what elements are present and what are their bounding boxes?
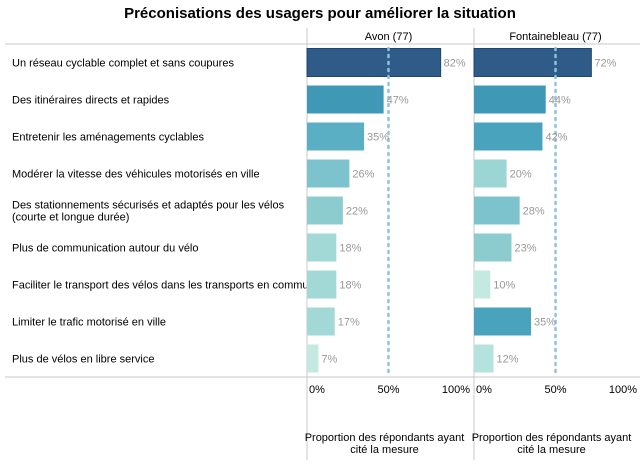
bar <box>307 122 365 151</box>
data-label: 26% <box>352 169 374 181</box>
category-label: Entretenir les aménagements cyclables <box>12 132 204 144</box>
bar <box>474 122 543 151</box>
category-label: Plus de vélos en libre service <box>12 354 154 366</box>
bar <box>474 270 491 299</box>
x-axis-title: cité la mesure <box>350 444 418 456</box>
category-label: Des itinéraires directs et rapides <box>12 95 170 107</box>
x-tick-label: 50% <box>377 384 399 396</box>
data-label: 42% <box>545 132 567 144</box>
x-tick-label: 0% <box>309 384 325 396</box>
data-label: 18% <box>339 280 361 292</box>
category-label: Un réseau cyclable complet et sans coupu… <box>12 58 234 70</box>
data-label: 23% <box>514 243 536 255</box>
x-axis-title: cité la mesure <box>517 444 585 456</box>
x-tick-label: 50% <box>544 384 566 396</box>
bar <box>474 233 512 262</box>
bar <box>474 85 546 114</box>
data-label: 82% <box>444 58 466 70</box>
data-label: 12% <box>497 354 519 366</box>
bar <box>307 196 343 225</box>
data-label: 44% <box>549 95 571 107</box>
data-label: 72% <box>594 58 616 70</box>
bar <box>473 48 592 77</box>
category-label: (courte et longue durée) <box>12 212 129 224</box>
data-label: 7% <box>321 354 337 366</box>
data-label: 17% <box>338 317 360 329</box>
bar <box>306 48 442 77</box>
bar <box>307 307 335 336</box>
data-label: 47% <box>387 95 409 107</box>
data-label: 18% <box>339 243 361 255</box>
category-label: Modérer la vitesse des véhicules motoris… <box>12 169 260 181</box>
data-label: 35% <box>534 317 556 329</box>
bar <box>307 270 337 299</box>
x-tick-label: 0% <box>476 384 492 396</box>
bar <box>474 344 494 373</box>
bar <box>474 159 507 188</box>
x-tick-label: 100% <box>442 384 470 396</box>
bar <box>307 344 319 373</box>
category-label: Limiter le trafic motorisé en ville <box>12 317 166 329</box>
data-label: 22% <box>346 206 368 218</box>
panel-title: Avon (77) <box>365 31 413 43</box>
bar <box>307 233 337 262</box>
category-label: Des stationnements sécurisés et adaptés … <box>12 200 285 212</box>
data-label: 20% <box>510 169 532 181</box>
bar <box>307 159 350 188</box>
chart-title: Préconisations des usagers pour améliore… <box>124 5 516 22</box>
x-axis-title: Proportion des répondants ayant <box>472 432 632 444</box>
x-tick-label: 100% <box>609 384 637 396</box>
bar <box>307 85 384 114</box>
panel-title: Fontainebleau (77) <box>509 31 601 43</box>
category-label: Faciliter le transport des vélos dans le… <box>12 280 315 292</box>
data-label: 10% <box>493 280 515 292</box>
bar <box>474 196 520 225</box>
data-label: 35% <box>367 132 389 144</box>
bar <box>474 307 532 336</box>
data-label: 28% <box>523 206 545 218</box>
x-axis-title: Proportion des répondants ayant <box>305 432 465 444</box>
category-label: Plus de communication autour du vélo <box>12 243 199 255</box>
